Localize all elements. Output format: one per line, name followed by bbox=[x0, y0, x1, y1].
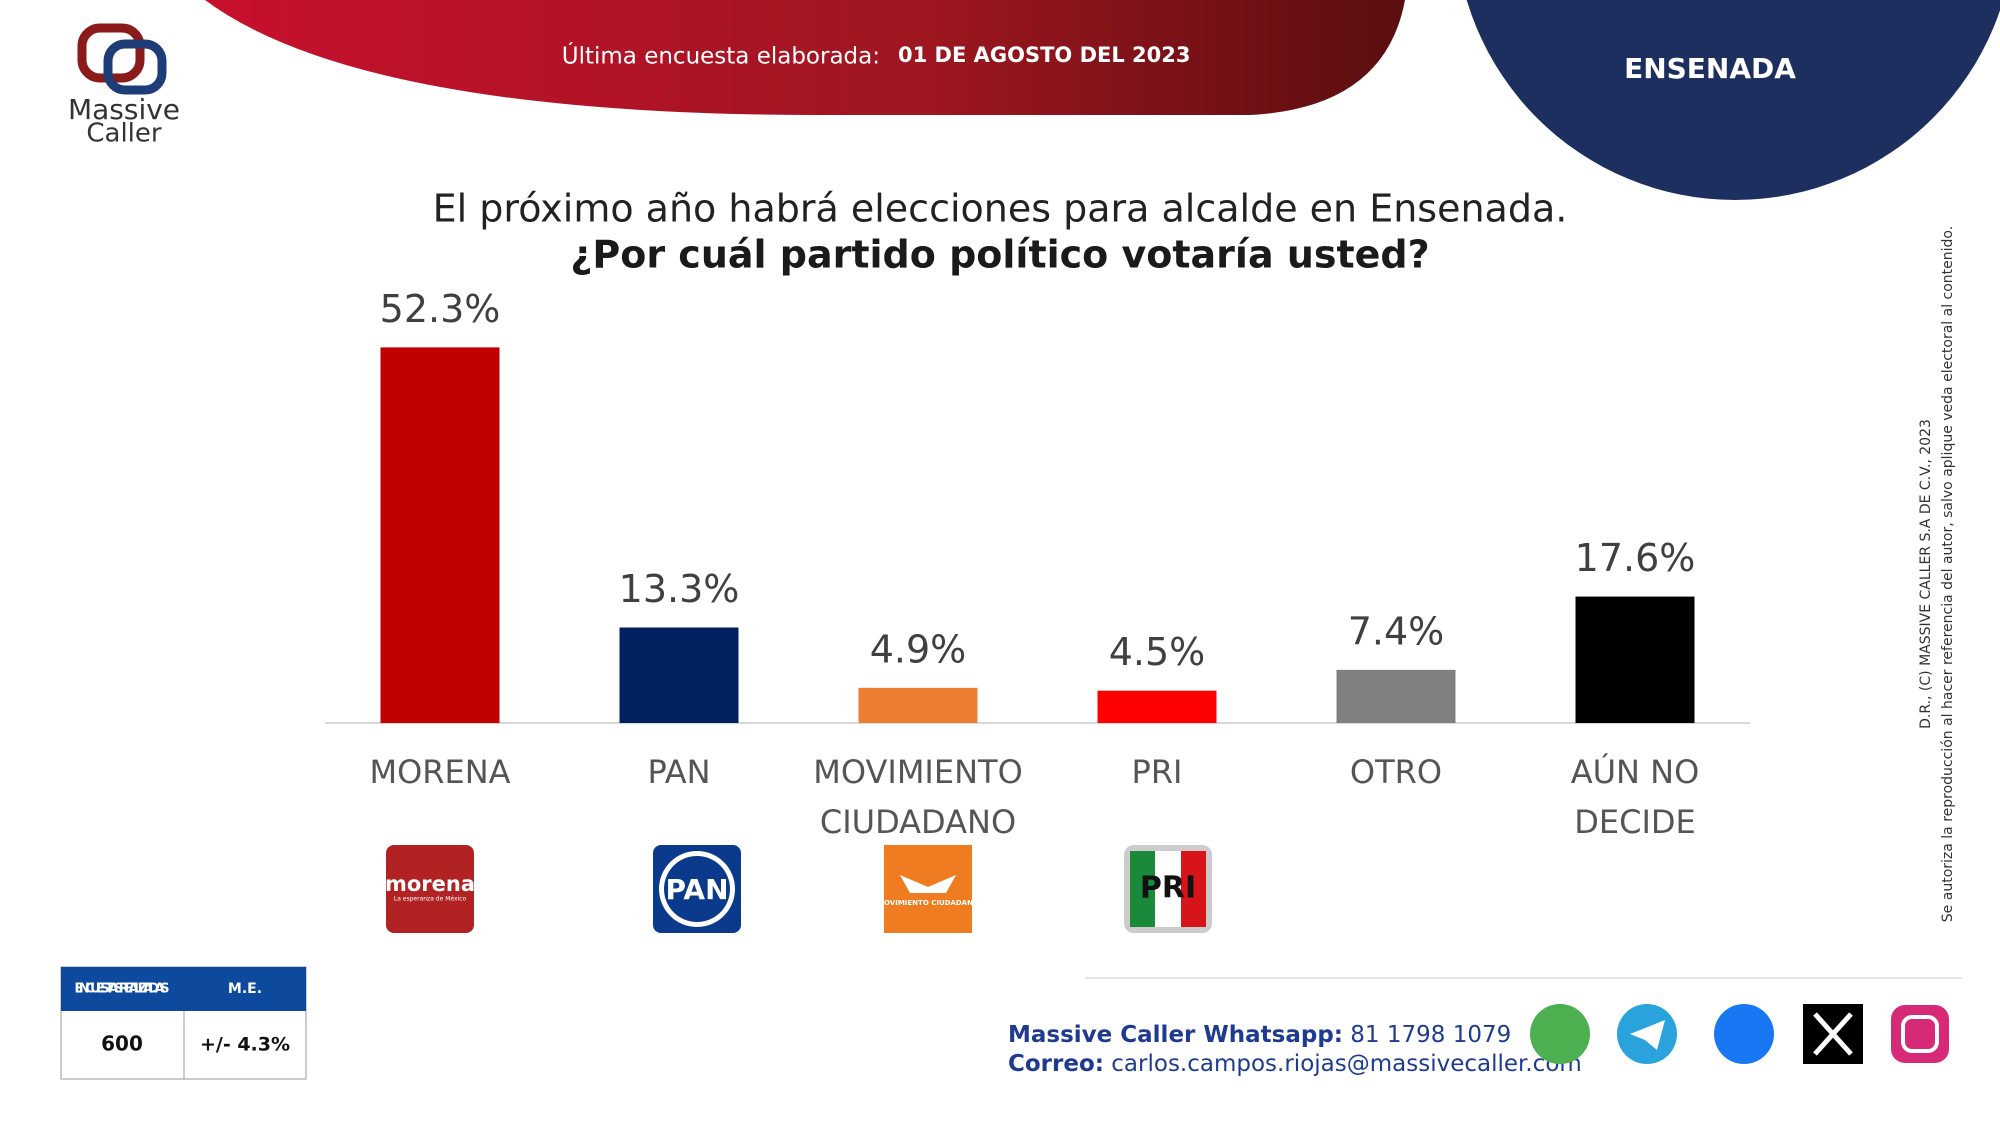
value-label: 52.3% bbox=[380, 287, 501, 331]
bar bbox=[858, 687, 978, 723]
brand-name: Massive bbox=[68, 93, 180, 126]
bar bbox=[619, 627, 739, 723]
x-tick-label: PAN bbox=[647, 753, 711, 791]
instagram-glyph bbox=[1901, 1015, 1939, 1053]
bar bbox=[380, 347, 500, 723]
copyright: D.R., (C) MASSIVE CALLER S.A DE C.V., 20… bbox=[1918, 419, 1934, 729]
contact-value: carlos.campos.riojas@massivecaller.com bbox=[1111, 1051, 1582, 1077]
value-label: 4.5% bbox=[1109, 630, 1206, 674]
contact-value: 81 1798 1079 bbox=[1350, 1022, 1511, 1048]
contact: Massive Caller Whatsapp: 81 1798 1079 bbox=[1008, 1022, 1511, 1048]
whatsapp-icon[interactable] bbox=[1530, 1004, 1590, 1064]
telegram-glyph bbox=[1630, 1020, 1665, 1050]
logo-text: PRI bbox=[1140, 871, 1196, 906]
table-header-cell: M.E. bbox=[228, 981, 262, 997]
table-cell: +/- 4.3% bbox=[200, 1034, 290, 1056]
logo-text: La esperanza de México bbox=[394, 896, 467, 903]
survey-date: 01 DE AGOSTO DEL 2023 bbox=[898, 43, 1191, 67]
value-label: 4.9% bbox=[870, 627, 967, 671]
copyright: Se autoriza la reproducción al hacer ref… bbox=[1940, 226, 1956, 922]
contact-label: Correo: bbox=[1008, 1051, 1104, 1077]
x-tick-label: PRI bbox=[1131, 753, 1183, 791]
region: ENSENADA bbox=[1624, 52, 1796, 85]
x-tick-label: MOVIMIENTO CIUDADANO bbox=[813, 753, 1023, 841]
value-label: 17.6% bbox=[1575, 536, 1696, 580]
contact: Correo: carlos.campos.riojas@massivecall… bbox=[1008, 1051, 1582, 1077]
chart-title: El próximo año habrá elecciones para alc… bbox=[433, 187, 1568, 231]
value-label: 13.3% bbox=[619, 567, 740, 611]
instagram-icon[interactable] bbox=[1891, 1005, 1949, 1063]
x-tick-label: AÚN NO DECIDE bbox=[1570, 753, 1700, 841]
header-band bbox=[205, 0, 1405, 115]
bar bbox=[1336, 669, 1456, 723]
logo-text: MOVIMIENTO CIUDADANO bbox=[877, 899, 979, 907]
contact-label: Massive Caller Whatsapp: bbox=[1008, 1022, 1343, 1048]
pan-logo: PAN bbox=[653, 845, 741, 933]
brand-name: Caller bbox=[86, 119, 162, 149]
logo-text: PAN bbox=[665, 873, 728, 906]
logo-text: morena bbox=[385, 872, 475, 896]
bar bbox=[1575, 596, 1695, 723]
x-glyph bbox=[1813, 1012, 1853, 1056]
survey-label: Última encuesta elaborada: bbox=[562, 42, 880, 70]
table-header bbox=[61, 967, 306, 1011]
table-header-cell: ENCUESTAS REALIZADAS bbox=[75, 982, 170, 997]
pri-logo: PRI bbox=[1124, 845, 1212, 933]
mc-logo: MOVIMIENTO CIUDADANO bbox=[877, 845, 979, 933]
table-cell: 600 bbox=[101, 1032, 143, 1056]
bar bbox=[1097, 690, 1217, 723]
morena-logo: morena La esperanza de México bbox=[385, 845, 475, 933]
brand-logo bbox=[77, 23, 167, 95]
x-tick-label: MORENA bbox=[369, 753, 511, 791]
x-tick-label: OTRO bbox=[1349, 753, 1443, 791]
value-label: 7.4% bbox=[1348, 609, 1445, 653]
region-circle bbox=[1466, 0, 2000, 200]
chart-subtitle: ¿Por cuál partido político votaría usted… bbox=[570, 233, 1429, 277]
facebook-icon[interactable] bbox=[1714, 1004, 1774, 1064]
